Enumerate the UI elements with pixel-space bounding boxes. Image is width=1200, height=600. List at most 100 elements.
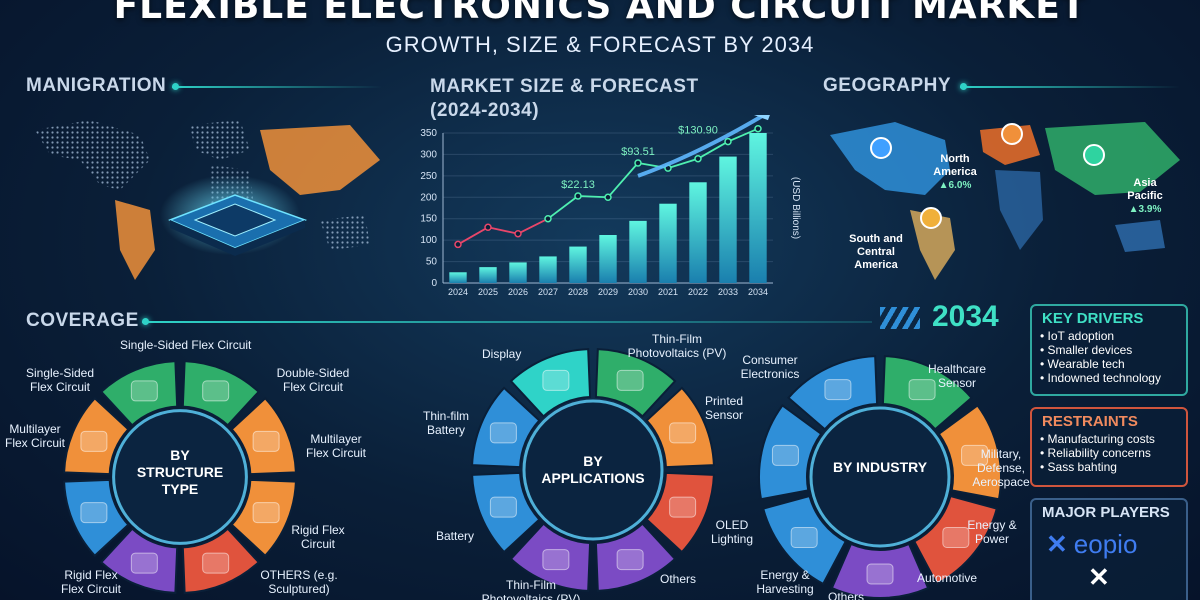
segment-device-icon: [489, 422, 517, 444]
wheel-segment: [99, 360, 179, 427]
segment-device-icon: [80, 502, 108, 524]
y-tick-label: 250: [420, 171, 437, 182]
trend-point: [694, 154, 702, 163]
wheel-label: Thin-Film Photovoltaics (PV): [481, 578, 581, 600]
y-tick-label: 100: [420, 235, 437, 246]
wheel-label: Single-Sided Flex Circuit: [120, 338, 252, 352]
panel-title: RESTRAINTS: [1042, 413, 1138, 430]
panel-title: MAJOR PLAYERS: [1042, 504, 1170, 521]
segment-device-icon: [616, 549, 644, 571]
section-dot: [172, 83, 179, 90]
year-badge: 2034: [932, 300, 999, 333]
list-item: Sass bahting: [1040, 460, 1178, 474]
segment-device-icon: [252, 430, 280, 452]
segment-device-icon: [942, 526, 970, 548]
section-divider: [172, 86, 382, 88]
wheel-segment: [758, 404, 823, 501]
segment-device-icon: [542, 369, 570, 391]
trend-point: [484, 223, 492, 232]
segment-device-icon: [866, 563, 894, 585]
trend-point: [544, 214, 552, 223]
world-map-chip-illustration: [35, 120, 380, 280]
segment-device-icon: [130, 380, 158, 402]
region-asia-pacific: Asia Pacific ▲3.9%: [1120, 177, 1170, 216]
segment-device-icon: [489, 496, 517, 518]
region-growth: ▲6.0%: [938, 180, 972, 191]
bar: [539, 256, 557, 283]
logo-text: eopio: [1073, 529, 1138, 559]
region-south-central-america: South and Central America: [849, 233, 903, 271]
page-title: FLEXIBLE ELECTRONICS AND CIRCUIT MARKET: [113, 0, 1087, 27]
segment-device-icon: [80, 430, 108, 452]
wheel-label: Multilayer Flex Circuit: [305, 432, 366, 460]
segment-device-icon: [669, 422, 697, 444]
wheel-center-applications: BY APPLICATIONS: [541, 453, 645, 486]
x-tick-label: 2030: [628, 287, 648, 297]
key-drivers-list: IoT adoption Smaller devices Wearable te…: [1032, 329, 1186, 385]
wheel-segment: [63, 478, 130, 558]
wheel-label: Single-Sided Flex Circuit: [25, 366, 95, 394]
trend-line-segment: [667, 157, 699, 170]
region-name: Asia Pacific: [1127, 177, 1163, 202]
segment-device-icon: [202, 552, 230, 574]
trend-line-segment: [727, 127, 759, 143]
wheel-segment: [181, 527, 261, 594]
y-tick-label: 350: [420, 128, 437, 139]
segment-device-icon: [542, 549, 570, 571]
wheel-segment: [645, 471, 715, 554]
wheel-segment: [509, 348, 592, 418]
wheel-segment: [594, 348, 677, 418]
wheel-label: Rigid Flex Circuit: [291, 523, 345, 551]
trend-line-segment: [697, 140, 729, 160]
wheel-hub: [522, 399, 664, 541]
data-label: $130.90: [678, 125, 718, 137]
region-name: North America: [933, 153, 977, 178]
bar: [479, 267, 497, 283]
player-logo: ✕ eopio: [1032, 523, 1186, 560]
bar: [509, 262, 527, 283]
x-tick-label: 2026: [508, 287, 528, 297]
segment-device-icon: [669, 496, 697, 518]
wheel-label: Multilayer Flex Circuit: [5, 422, 66, 450]
data-label: $93.51: [621, 146, 655, 158]
wheel-label: Printed Sensor: [704, 394, 744, 422]
x-tick-label: 2029: [598, 287, 618, 297]
wheel-segment: [230, 478, 297, 558]
wheel-segment: [787, 355, 879, 431]
list-item: Manufacturing costs: [1040, 432, 1178, 446]
wheel-segment: [99, 527, 179, 594]
map-pin-icon: [920, 207, 942, 229]
segment-device-icon: [252, 502, 280, 524]
wheel-label: Display: [482, 347, 522, 361]
segment-device-icon: [790, 526, 818, 548]
section-dot: [960, 83, 967, 90]
panel-title: KEY DRIVERS: [1042, 310, 1144, 327]
growth-arrowhead-icon: [754, 115, 770, 121]
section-heading-coverage: COVERAGE: [26, 310, 139, 331]
section-divider: [142, 321, 872, 323]
segment-device-icon: [771, 444, 799, 466]
wheel-label: Others: [828, 590, 865, 600]
geography-map: [830, 122, 1180, 280]
trend-point: [604, 193, 612, 202]
wheel-label: Consumer Electronics: [740, 353, 800, 381]
second-logo-icon: ✕: [1088, 562, 1110, 592]
x-tick-label: 2025: [478, 287, 498, 297]
bar: [689, 182, 707, 283]
wheel-label: Energy & Power: [967, 518, 1017, 546]
map-pin-icon: [870, 137, 892, 159]
wheel-segment: [181, 360, 261, 427]
segment-device-icon: [824, 379, 852, 401]
x-tick-label: 2024: [448, 287, 468, 297]
y-tick-label: 150: [420, 214, 437, 225]
data-label: $22.13: [561, 179, 595, 191]
wheel-hub: [809, 406, 951, 548]
wheel-label: Energy & Harvesting: [756, 568, 814, 596]
wheel-segment: [761, 494, 848, 586]
wheel-segment: [830, 542, 930, 599]
wheel-hub: [112, 409, 248, 545]
x-tick-label: 2022: [688, 287, 708, 297]
x-tick-label: 2027: [538, 287, 558, 297]
industry-wheel: [758, 355, 1002, 599]
trend-line-segment: [547, 195, 579, 220]
